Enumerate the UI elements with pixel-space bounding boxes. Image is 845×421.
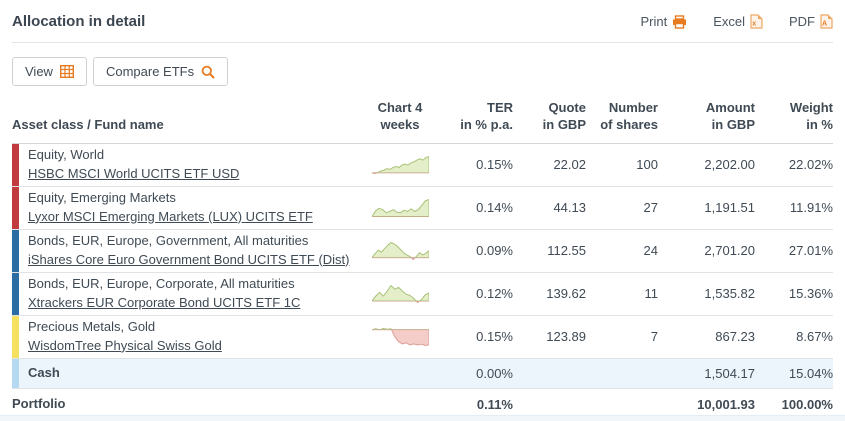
fund-link[interactable]: HSBC MSCI World UCITS ETF USD xyxy=(28,165,240,181)
asset-class-label: Bonds, EUR, Europe, Government, All matu… xyxy=(28,232,309,248)
svg-text:A: A xyxy=(822,21,827,28)
excel-link[interactable]: Excel x xyxy=(713,14,763,29)
weight-value: 11.91% xyxy=(789,200,833,216)
ter-value: 0.11% xyxy=(476,397,513,413)
weight-value: 22.02% xyxy=(788,157,833,173)
col-header-quote: Quote in GBP xyxy=(542,100,586,132)
sparkline-chart xyxy=(360,327,440,347)
pdf-file-icon: A xyxy=(820,14,833,29)
quote-value: 22.02 xyxy=(553,157,586,173)
pdf-link[interactable]: PDF A xyxy=(789,14,833,29)
view-button[interactable]: View xyxy=(12,57,87,86)
quote-value: 44.13 xyxy=(553,200,586,216)
amount-value: 10,001.93 xyxy=(697,397,755,413)
amount-value: 1,535.82 xyxy=(704,286,755,302)
table-row: Bonds, EUR, Europe, Corporate, All matur… xyxy=(12,272,833,316)
asset-class-color-bar xyxy=(12,229,19,272)
amount-value: 1,504.17 xyxy=(704,365,755,381)
amount-value: 2,202.00 xyxy=(704,157,755,173)
toolbar: View Compare ETFs xyxy=(12,57,833,86)
shares-value: 100 xyxy=(636,157,658,173)
fund-link[interactable]: Lyxor MSCI Emerging Markets (LUX) UCITS … xyxy=(28,208,313,224)
panel-header: Allocation in detail Print Excel x PDF A xyxy=(12,0,833,30)
shares-value: 11 xyxy=(644,286,659,302)
amount-value: 1,191.51 xyxy=(704,200,755,216)
printer-icon xyxy=(672,14,687,29)
svg-text:x: x xyxy=(752,21,756,28)
fund-link[interactable]: WisdomTree Physical Swiss Gold xyxy=(28,337,222,353)
amount-value: 867.23 xyxy=(715,329,755,345)
weight-value: 15.04% xyxy=(788,365,833,381)
export-actions: Print Excel x PDF A xyxy=(640,14,833,29)
ter-value: 0.15% xyxy=(476,157,513,173)
amount-value: 2,701.20 xyxy=(704,243,755,259)
quote-value: 139.62 xyxy=(546,286,586,302)
asset-class-label: Bonds, EUR, Europe, Corporate, All matur… xyxy=(28,275,295,291)
compare-etfs-button[interactable]: Compare ETFs xyxy=(92,57,229,86)
table-header-row: Asset class / Fund name Chart 4 weeks TER… xyxy=(12,90,833,144)
portfolio-total-row: Portfolio 0.11% 10,001.93 100.00% xyxy=(12,389,833,421)
page-title: Allocation in detail xyxy=(12,13,146,30)
asset-class-color-bar xyxy=(12,272,19,315)
sparkline-chart xyxy=(360,155,440,175)
fund-link[interactable]: iShares Core Euro Government Bond UCITS … xyxy=(28,251,350,267)
shares-value: 24 xyxy=(643,243,658,259)
next-section-edge xyxy=(0,415,845,421)
asset-class-color-bar xyxy=(12,186,19,229)
ter-value: 0.00% xyxy=(476,365,513,381)
sparkline-chart xyxy=(360,198,440,218)
sparkline-chart xyxy=(360,284,440,304)
cash-row: Cash 0.00% 1,504.17 15.04% xyxy=(12,358,833,389)
shares-value: 7 xyxy=(650,329,658,345)
ter-value: 0.15% xyxy=(476,329,513,345)
col-header-ter: TER in % p.a. xyxy=(460,100,513,132)
asset-class-label: Precious Metals, Gold xyxy=(28,318,156,334)
search-icon xyxy=(201,65,215,79)
col-header-chart: Chart 4 weeks xyxy=(377,100,423,132)
col-header-name: Asset class / Fund name xyxy=(12,116,164,132)
table-row: Bonds, EUR, Europe, Government, All matu… xyxy=(12,229,833,273)
weight-value: 100.00% xyxy=(781,397,833,413)
portfolio-label: Portfolio xyxy=(12,396,66,412)
excel-file-icon: x xyxy=(750,14,763,29)
asset-class-label: Equity, World xyxy=(28,146,105,162)
table-row: Equity, Emerging Markets Lyxor MSCI Emer… xyxy=(12,186,833,230)
col-header-shares: Number of shares xyxy=(600,100,658,132)
asset-class-color-bar xyxy=(12,358,19,388)
asset-class-label: Equity, Emerging Markets xyxy=(28,189,176,205)
weight-value: 27.01% xyxy=(788,243,833,259)
allocation-table: Asset class / Fund name Chart 4 weeks TER… xyxy=(12,90,833,421)
sparkline-chart xyxy=(360,241,440,261)
print-link[interactable]: Print xyxy=(640,14,687,29)
fund-link[interactable]: Xtrackers EUR Corporate Bond UCITS ETF 1… xyxy=(28,294,301,310)
shares-value: 27 xyxy=(643,200,658,216)
weight-value: 15.36% xyxy=(788,286,833,302)
table-row: Precious Metals, Gold WisdomTree Physica… xyxy=(12,315,833,359)
ter-value: 0.12% xyxy=(476,286,513,302)
cash-label: Cash xyxy=(28,364,60,380)
table-row: Equity, World HSBC MSCI World UCITS ETF … xyxy=(12,143,833,187)
col-header-amount: Amount in GBP xyxy=(705,100,755,132)
quote-value: 112.55 xyxy=(547,243,586,259)
table-view-icon xyxy=(59,65,74,78)
asset-class-color-bar xyxy=(12,143,19,186)
asset-class-color-bar xyxy=(12,315,19,358)
ter-value: 0.14% xyxy=(476,200,513,216)
col-header-weight: Weight in % xyxy=(789,100,833,132)
quote-value: 123.89 xyxy=(546,329,586,345)
ter-value: 0.09% xyxy=(476,243,513,259)
weight-value: 8.67% xyxy=(796,329,833,345)
header-divider xyxy=(12,42,833,43)
